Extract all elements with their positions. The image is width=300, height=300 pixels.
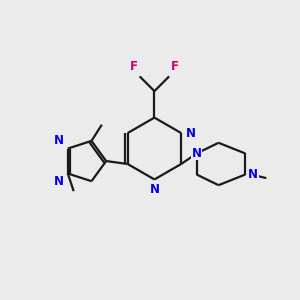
Text: N: N	[149, 183, 159, 196]
Text: N: N	[186, 127, 196, 140]
Text: N: N	[192, 147, 202, 160]
Text: N: N	[54, 175, 64, 188]
Text: F: F	[171, 60, 178, 73]
Text: N: N	[248, 168, 258, 181]
Text: F: F	[130, 60, 138, 73]
Text: N: N	[54, 134, 64, 147]
